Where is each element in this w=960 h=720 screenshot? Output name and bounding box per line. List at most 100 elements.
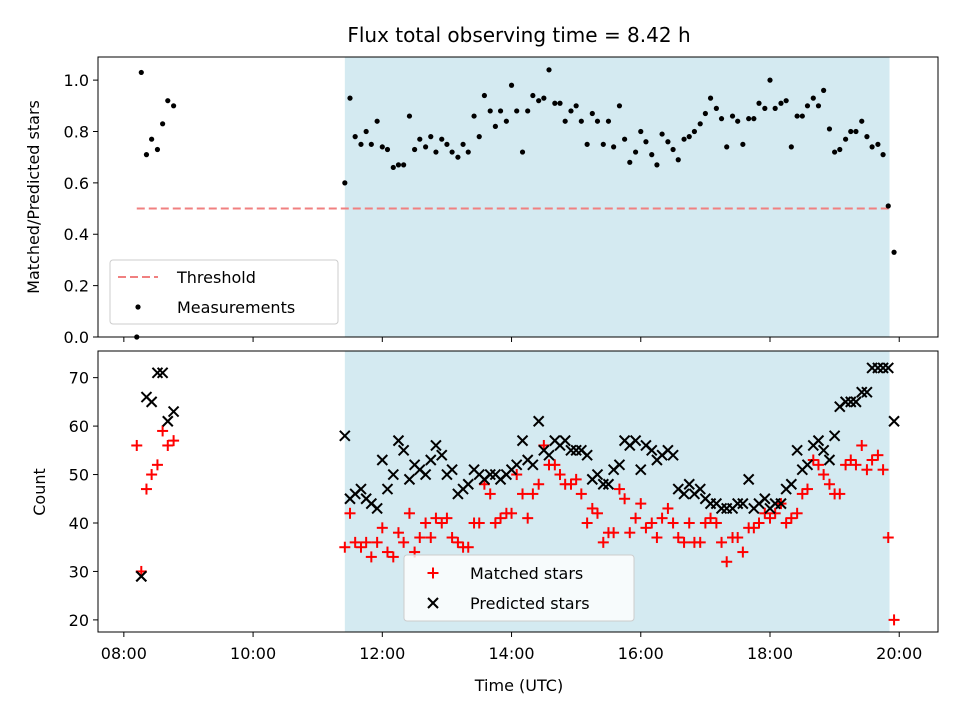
cross-b [484, 468, 496, 481]
matched-star-marker [349, 536, 361, 548]
cross-b [791, 444, 803, 457]
cross-b [462, 478, 474, 490]
matched-star-marker [796, 488, 808, 500]
matched-star-marker [344, 507, 356, 519]
predicted-star-marker [387, 468, 399, 481]
measurement-point [622, 136, 628, 142]
matched-star-marker [387, 551, 399, 563]
bottom-x-tick-label: 20:00 [876, 644, 922, 663]
bottom-panel: 20 30 40 50 60 70 08:00 10:00 12:00 14:00 16:00 18:… [69, 350, 939, 663]
measurement-point [358, 141, 364, 147]
matched-star-marker [801, 483, 813, 495]
matched-star-marker [807, 454, 819, 466]
matched-star-marker [834, 488, 846, 500]
matched-star-marker [420, 517, 432, 529]
legend-measurements-label: Measurements [177, 298, 295, 317]
measurement-point [880, 152, 886, 158]
matched-star-marker [554, 469, 566, 481]
measurement-point [449, 149, 455, 155]
legend-measurements-swatch [135, 304, 141, 310]
predicted-star-marker [823, 454, 836, 466]
measurement-point [853, 128, 859, 135]
predicted-star-marker [484, 468, 496, 481]
measurement-point [363, 128, 369, 135]
measurement-point [724, 144, 730, 150]
predicted-star-marker [371, 502, 383, 515]
measurement-point [691, 128, 698, 135]
measurement-point [718, 116, 725, 122]
cross-b [570, 444, 582, 457]
measurement-point [584, 141, 590, 147]
cross-b [699, 493, 712, 505]
matched-star-marker [759, 507, 771, 519]
cross-b [156, 367, 169, 379]
predicted-star-marker [511, 459, 523, 471]
measurement-point [794, 113, 800, 119]
matched-star-marker [662, 502, 674, 514]
measurement-point [578, 118, 584, 124]
matched-star-marker [403, 507, 415, 519]
matched-star-marker [656, 512, 668, 524]
predicted-star-marker [151, 367, 164, 379]
matched-star-marker [591, 507, 603, 519]
matched-star-marker [694, 536, 706, 548]
matched-star-marker [168, 435, 180, 447]
predicted-star-marker [436, 449, 448, 461]
cross-b [672, 483, 684, 495]
matched-star-marker [624, 527, 636, 539]
matched-star-marker [376, 522, 388, 534]
matched-star-marker [511, 469, 523, 481]
measurement-point [460, 141, 466, 147]
matched-star-marker [678, 536, 690, 548]
matched-star-marker [866, 454, 878, 466]
predicted-star-marker [839, 396, 852, 408]
measurement-point [762, 105, 768, 111]
measurement-point [869, 144, 875, 150]
cross-b [597, 478, 609, 490]
measurement-point [536, 98, 542, 104]
measurement-point [826, 126, 833, 132]
matched-star-marker [710, 517, 722, 529]
matched-star-marker [850, 459, 862, 471]
matched-star-marker [748, 522, 760, 534]
matched-star-marker [398, 536, 410, 548]
matched-star-marker [565, 478, 577, 490]
matched-star-marker [360, 536, 372, 548]
measurement-point [772, 105, 778, 111]
predicted-star-marker [613, 459, 626, 471]
measurement-point [697, 121, 703, 127]
predicted-star-marker [715, 502, 728, 515]
measurement-point [600, 141, 606, 147]
measurement-point [433, 149, 439, 155]
measurement-point [342, 180, 348, 186]
cross-b [543, 449, 555, 461]
measurement-point [476, 134, 482, 140]
legend-predicted-swatch [427, 597, 439, 609]
predicted-star-marker [856, 386, 868, 398]
measurement-point [649, 152, 655, 158]
measurement-point [885, 203, 891, 209]
matched-star-marker [861, 464, 873, 476]
matched-star-marker [635, 498, 647, 510]
measurement-point [165, 98, 171, 104]
matched-star-marker [613, 483, 625, 495]
measurement-point [412, 146, 418, 153]
measurement-point [143, 152, 150, 158]
predicted-star-marker [629, 434, 642, 447]
top-panel: 0.0 0.2 0.4 0.6 0.8 1.0 Threshold Measurements [64, 56, 939, 347]
matched-star-marker [764, 512, 776, 524]
predicted-star-marker [845, 396, 857, 408]
cross-b [759, 493, 771, 505]
matched-star-marker [517, 488, 529, 500]
predicted-star-marker [759, 493, 771, 505]
cross-b [468, 463, 480, 476]
predicted-star-marker [877, 362, 889, 374]
cross-b [581, 449, 593, 461]
matched-star-marker [812, 459, 824, 471]
predicted-star-marker [882, 362, 894, 374]
measurement-point [821, 87, 827, 93]
cross-b [715, 502, 728, 515]
matched-star-marker [823, 478, 835, 490]
predicted-star-marker [419, 468, 432, 481]
measurement-point [681, 136, 687, 142]
